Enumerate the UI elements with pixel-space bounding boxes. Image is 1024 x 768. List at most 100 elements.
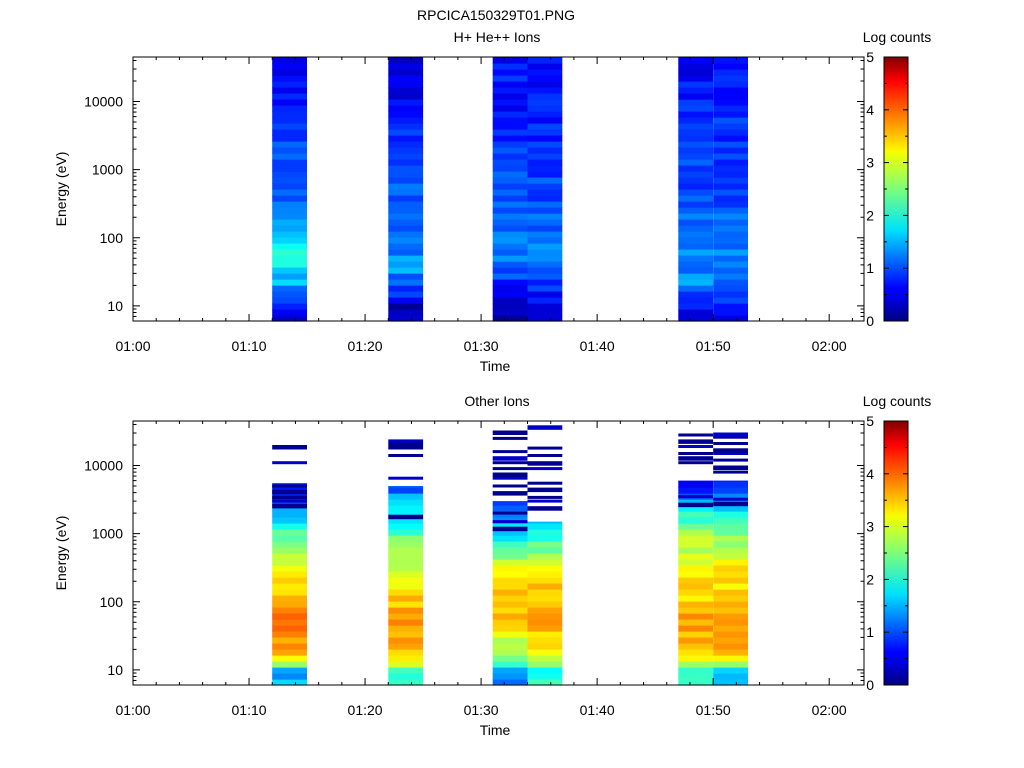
spectrogram-cell [678, 661, 714, 668]
spectrogram-cell [527, 93, 563, 100]
spectrogram-cell [713, 679, 748, 686]
spectrogram-cell [492, 583, 528, 590]
spectrogram-cell [492, 643, 528, 650]
spectrogram-cell [388, 249, 424, 256]
plot-frame [132, 56, 865, 322]
spectrogram-cell [492, 309, 528, 316]
spectrogram-cell [678, 315, 714, 322]
x-tick-label: 01:20 [348, 702, 383, 718]
spectrogram-cell [492, 147, 528, 154]
spectrogram-cell [527, 153, 563, 160]
sparse-count-band [527, 446, 563, 450]
x-tick-label: 01:10 [232, 702, 267, 718]
spectrogram-cell [527, 601, 563, 608]
spectrogram-cell [527, 303, 563, 310]
sparse-count-band [678, 456, 714, 461]
spectrogram-cell [713, 589, 748, 596]
sparse-count-band [678, 433, 714, 437]
spectrogram-cell [678, 535, 714, 542]
spectrogram-cell [678, 523, 714, 530]
spectrogram-cell [272, 219, 307, 226]
spectrogram-cell [678, 487, 714, 494]
spectrogram-cell [713, 667, 748, 674]
colorbar-tick-label: 0 [866, 313, 874, 329]
spectrogram-cell [678, 589, 714, 596]
spectrogram-cell [678, 81, 714, 88]
sparse-count-band [678, 452, 714, 455]
spectrogram-cell [388, 649, 424, 656]
spectrogram-cell [492, 649, 528, 656]
spectrogram-cell [492, 315, 528, 322]
sparse-count-band [713, 458, 748, 462]
spectrogram-cell [678, 135, 714, 142]
spectrogram-cell [388, 243, 424, 250]
sparse-count-band [388, 439, 424, 443]
spectrogram-cell [272, 315, 307, 322]
x-tick-label: 01:10 [232, 338, 267, 354]
spectrogram-cell [527, 69, 563, 76]
spectrogram-cell [678, 69, 714, 76]
spectrogram-cell [492, 225, 528, 232]
colorbar-tick-label: 4 [866, 466, 874, 482]
spectrogram-cell [678, 541, 714, 548]
spectrogram-cell [678, 99, 714, 106]
panel-title: Other Ions [464, 393, 529, 409]
spectrogram-cell [713, 255, 748, 262]
spectrogram-cell [678, 559, 714, 566]
spectrogram-cell [678, 643, 714, 650]
y-tick-label: 100 [100, 230, 124, 246]
panel-h-he-ions: H+ He++ Ions 01:00 01:10 01:20 01:30 01:40 01… [53, 29, 931, 374]
spectrogram-cell [527, 649, 563, 656]
spectrogram-cell [272, 99, 307, 106]
spectrogram-cell [678, 565, 714, 572]
spectrogram-cell [713, 57, 748, 64]
spectrogram-cell [678, 285, 714, 292]
spectrogram-cell [527, 123, 563, 130]
spectrogram-cell [713, 309, 748, 316]
x-tick-label: 01:00 [115, 702, 150, 718]
spectrogram-cell [527, 643, 563, 650]
spectrogram-cell [527, 231, 563, 238]
spectrogram-cell [527, 577, 563, 584]
spectrogram-cell [527, 225, 563, 232]
x-tick-label: 01:40 [580, 702, 615, 718]
spectrogram-cell [272, 201, 307, 208]
spectrogram-cell [527, 267, 563, 274]
spectrogram-cell [713, 607, 748, 614]
spectrogram-cell [492, 547, 528, 554]
spectrogram-cell [272, 285, 307, 292]
spectrogram-cell [388, 315, 424, 322]
spectrogram-cell [527, 189, 563, 196]
spectrogram-cell [388, 643, 424, 650]
spectrogram-cell [713, 553, 748, 560]
spectrogram-cell [272, 135, 307, 142]
spectrogram-cell [713, 99, 748, 106]
spectrogram-cell [492, 637, 528, 644]
spectrogram-cell [527, 249, 563, 256]
spectrogram-cell [492, 553, 528, 560]
y-tick-label: 10000 [84, 458, 123, 474]
spectrogram-cell [388, 565, 424, 572]
sparse-count-band [492, 467, 528, 471]
colorbar-label: Log counts [863, 393, 932, 409]
spectrogram-cell [492, 129, 528, 136]
spectrogram-cell [492, 171, 528, 178]
spectrogram-cell [492, 571, 528, 578]
spectrogram-cell [272, 559, 307, 566]
spectrogram-cell [272, 255, 307, 262]
spectrogram-cell [492, 75, 528, 82]
spectrogram-cell [388, 141, 424, 148]
spectrogram-cell [492, 279, 528, 286]
spectrogram-cell [678, 649, 714, 656]
spectrogram-cell [492, 123, 528, 130]
spectrogram-cell [678, 547, 714, 554]
y-axis-label: Energy (eV) [53, 152, 69, 227]
spectrogram-cell [272, 237, 307, 244]
spectrogram-cell [492, 117, 528, 124]
sparse-count-band [678, 461, 714, 465]
spectrogram-cell [388, 619, 424, 626]
spectrogram-cell [678, 303, 714, 310]
sparse-count-band [678, 445, 714, 448]
spectrogram-cell [527, 279, 563, 286]
spectrogram-cell [678, 129, 714, 136]
